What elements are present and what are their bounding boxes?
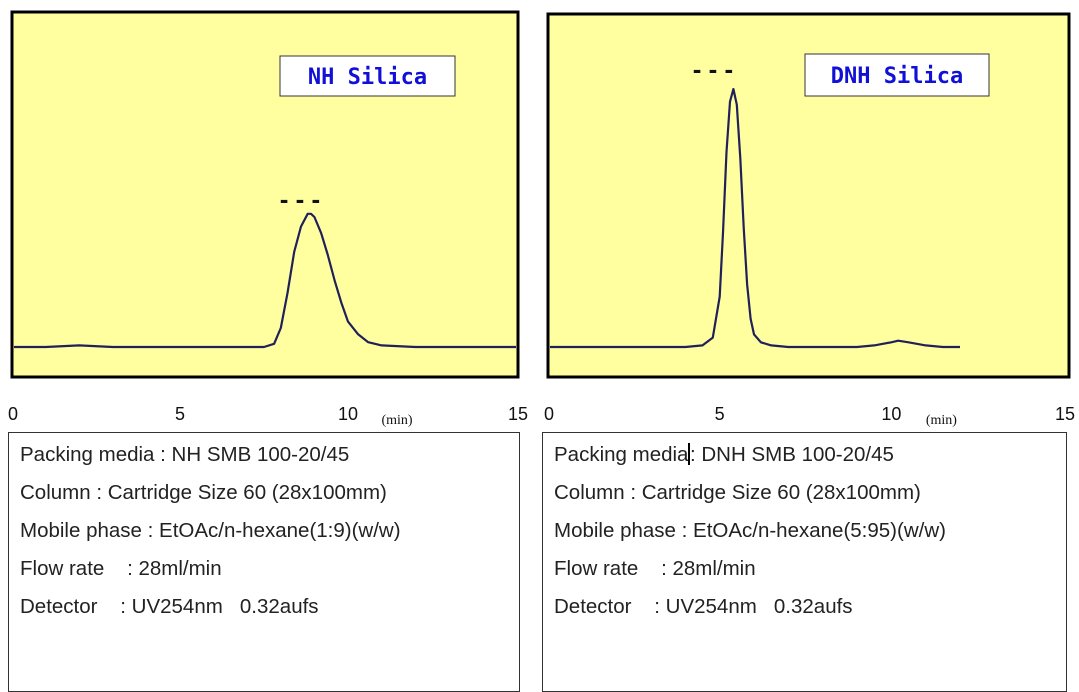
legend-label: NH Silica xyxy=(308,65,427,90)
text-cursor xyxy=(688,443,690,465)
chromatogram-panel-dnh: DNH Silica - - - 0 5 10 15 (min) Packing media… xyxy=(540,0,1079,692)
mobile-phase-text: Mobile phase : EtOAc/n-hexane(5:95)(w/w) xyxy=(554,519,946,542)
flow-rate-text: Flow rate : 28ml/min xyxy=(554,557,756,580)
conditions-box-dnh: Packing media: DNH SMB 100-20/45 Column … xyxy=(542,432,1067,692)
peak-fraction-marker: - - - xyxy=(280,184,320,214)
legend-label: DNH Silica xyxy=(831,64,963,89)
x-tick-label: 15 xyxy=(1055,404,1075,424)
chromatogram-trace xyxy=(550,87,960,349)
x-tick-label: 15 xyxy=(508,404,528,424)
detector-text: Detector : UV254nm 0.32aufs xyxy=(20,595,319,618)
x-tick-label: 5 xyxy=(715,404,725,424)
chromatogram-nh-chart: NH Silica - - - 0 5 10 15 (min) xyxy=(8,10,528,428)
packing-media-text: Packing media : NH SMB 100-20/45 xyxy=(20,443,350,466)
x-tick-label: 5 xyxy=(175,404,185,424)
detector-text: Detector : UV254nm 0.32aufs xyxy=(554,595,853,618)
flow-rate-text: Flow rate : 28ml/min xyxy=(20,557,222,580)
legend-box xyxy=(804,53,990,97)
packing-media-label: Packing media xyxy=(554,443,689,466)
mobile-phase-text: Mobile phase : EtOAc/n-hexane(1:9)(w/w) xyxy=(20,519,401,542)
peak-fraction-marker: - - - xyxy=(693,54,733,84)
chromatogram-dnh-chart: DNH Silica - - - 0 5 10 15 (min) xyxy=(544,12,1075,428)
x-tick-label: 10 xyxy=(338,404,358,424)
packing-media-value: : DNH SMB 100-20/45 xyxy=(689,443,894,466)
x-tick-label: 0 xyxy=(8,404,18,424)
x-tick-label: 10 xyxy=(881,404,901,424)
conditions-box-nh: Packing media : NH SMB 100-20/45 Column … xyxy=(8,432,520,692)
x-axis-unit-label: (min) xyxy=(381,413,412,428)
packing-media-text: Packing media: DNH SMB 100-20/45 xyxy=(554,443,894,467)
chromatogram-panel-nh: NH Silica - - - 0 5 10 15 (min) Packing media … xyxy=(0,0,540,692)
x-axis-unit-label: (min) xyxy=(926,413,957,428)
column-text: Column : Cartridge Size 60 (28x100mm) xyxy=(20,481,387,504)
x-tick-label: 0 xyxy=(544,404,554,424)
chromatogram-trace xyxy=(14,212,516,349)
legend-box xyxy=(279,55,456,97)
column-text: Column : Cartridge Size 60 (28x100mm) xyxy=(554,481,921,504)
